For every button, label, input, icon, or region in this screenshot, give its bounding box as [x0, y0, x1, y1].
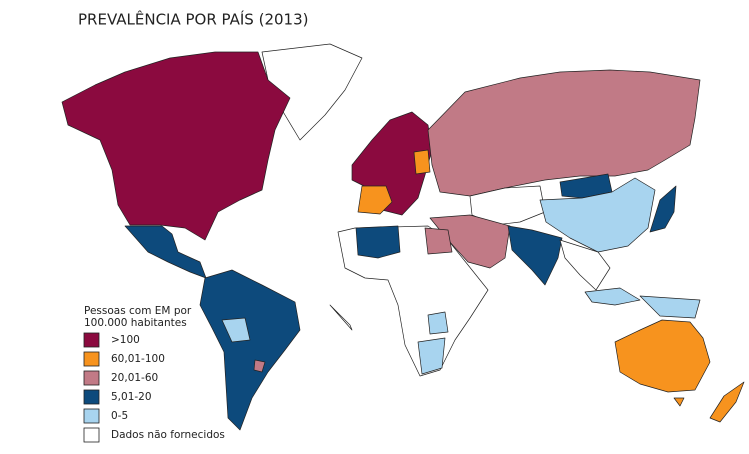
country-region	[649, 185, 677, 233]
country-region	[413, 149, 431, 175]
map-title: PREVALÊNCIA POR PAÍS (2013)	[78, 10, 308, 29]
country-region	[673, 397, 685, 407]
country-region	[427, 69, 701, 197]
legend-label: Dados não fornecidos	[111, 429, 225, 441]
legend-title: 100.000 habitantes	[84, 317, 187, 329]
legend-label: 0-5	[111, 410, 128, 422]
country-region	[221, 317, 251, 343]
country-region	[329, 304, 353, 331]
legend-label: 20,01-60	[111, 372, 158, 384]
country-region	[355, 225, 401, 259]
world-map	[61, 43, 745, 431]
country-region	[424, 227, 453, 255]
country-region	[253, 359, 266, 373]
legend-swatch	[83, 370, 100, 386]
country-region	[639, 295, 701, 319]
country-region	[124, 225, 207, 279]
country-region	[584, 287, 641, 306]
country-region	[559, 239, 611, 291]
country-region	[709, 381, 745, 423]
legend-swatch	[83, 427, 100, 443]
legend-title: Pessoas com EM por	[84, 305, 192, 317]
country-region	[427, 311, 449, 335]
legend-swatch	[83, 351, 100, 367]
country-region	[539, 177, 656, 253]
country-region	[417, 337, 446, 375]
legend-swatch	[83, 408, 100, 424]
legend-swatch	[83, 332, 100, 348]
country-region	[199, 269, 301, 431]
country-region	[614, 319, 711, 393]
legend-swatch	[83, 389, 100, 405]
legend-label: 60,01-100	[111, 353, 165, 365]
legend-label: >100	[111, 334, 140, 346]
country-region	[357, 185, 393, 215]
country-region	[61, 51, 291, 241]
legend-label: 5,01-20	[111, 391, 152, 403]
country-region	[507, 225, 563, 286]
